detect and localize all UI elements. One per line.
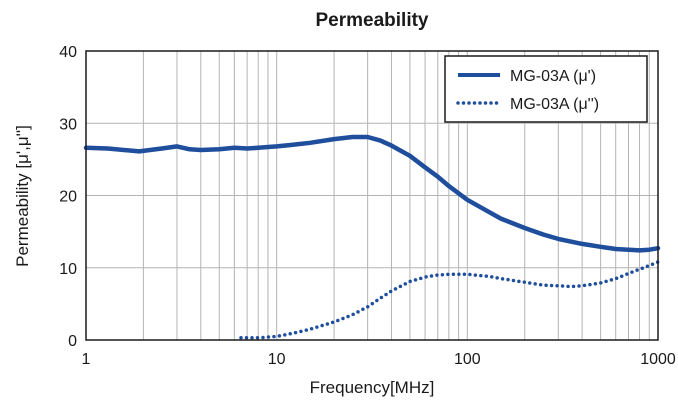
x-tick-label: 100 [454,351,481,368]
legend-box [444,55,648,123]
x-tick-label: 1 [82,351,91,368]
chart-title: Permeability [316,10,429,31]
y-tick-label: 30 [59,116,77,133]
y-tick-label: 10 [59,261,77,278]
grid [86,51,658,340]
y-tick-label: 20 [59,189,77,206]
y-axis-ticks: 0 10 20 30 40 [59,44,77,350]
y-axis-label: Permeability [μ',μ''] [13,125,32,267]
plot-area-frame [85,50,659,341]
x-tick-label: 10 [268,351,286,368]
series-line-mu-prime [83,134,661,253]
x-axis-label: Frequency[MHz] [310,378,435,397]
legend-label-mu-prime: MG-03A (μ') [510,68,596,85]
x-axis-ticks: 1 10 100 1000 [82,351,676,368]
legend-label-mu-double-prime: MG-03A (μ'') [510,96,599,113]
x-tick-label: 1000 [640,351,676,368]
series-layer [83,134,661,340]
legend: MG-03A (μ') MG-03A (μ'') [444,55,648,123]
series-line-mu-double-prime [239,260,660,340]
y-tick-label: 0 [68,333,77,350]
y-tick-label: 40 [59,44,77,61]
